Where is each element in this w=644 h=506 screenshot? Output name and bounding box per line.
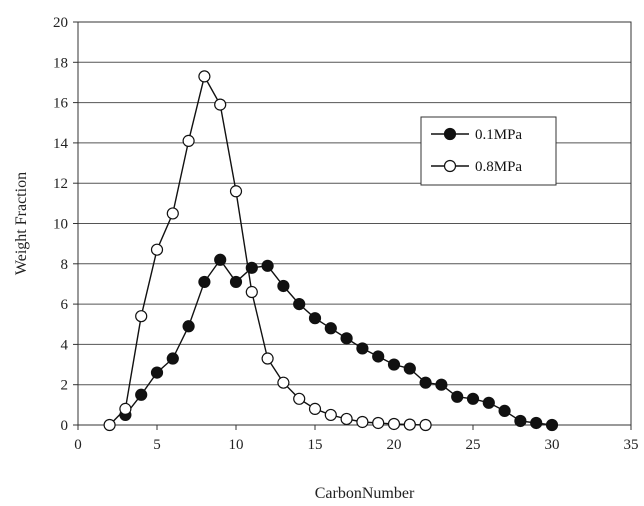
data-point-0-1 — [135, 388, 148, 401]
y-tick-label-3: 6 — [61, 297, 69, 313]
series-0 — [119, 253, 559, 432]
data-point-0-19 — [419, 376, 432, 389]
x-tick-label-7: 35 — [624, 437, 639, 453]
data-point-1-4 — [166, 207, 179, 220]
x-axis-ticks: 0 5 10 15 20 25 30 35 — [74, 425, 639, 453]
legend-marker-0 — [443, 127, 457, 141]
x-tick-label-1: 5 — [153, 437, 161, 453]
data-point-0-4 — [182, 320, 195, 333]
legend-label-1: 0.8MPa — [475, 159, 522, 175]
data-point-0-11 — [293, 298, 306, 311]
x-tick-label-4: 20 — [387, 437, 402, 453]
data-point-0-18 — [403, 362, 416, 375]
data-point-1-9 — [245, 285, 258, 299]
data-point-0-27 — [545, 418, 559, 432]
y-axis-ticks: 0 2 4 6 8 10 12 14 16 18 20 — [53, 15, 78, 434]
data-point-1-6 — [198, 70, 211, 83]
data-point-0-16 — [372, 350, 385, 363]
gridlines — [78, 21, 631, 426]
data-point-0-23 — [482, 396, 495, 409]
y-tick-label-6: 12 — [53, 176, 68, 192]
data-point-1-16 — [356, 415, 369, 429]
data-point-1-7 — [214, 98, 227, 111]
legend-box — [420, 116, 557, 186]
data-point-0-25 — [514, 414, 527, 428]
data-point-0-3 — [166, 352, 179, 365]
y-tick-label-2: 4 — [61, 337, 69, 353]
legend-label-0: 0.1MPa — [475, 127, 522, 143]
y-tick-label-8: 16 — [53, 96, 69, 112]
data-point-0-5 — [198, 275, 211, 289]
y-tick-label-7: 14 — [53, 136, 69, 152]
y-tick-label-4: 8 — [61, 257, 69, 273]
data-point-0-14 — [340, 332, 353, 345]
x-tick-label-3: 15 — [308, 437, 323, 453]
data-point-1-13 — [308, 402, 322, 415]
x-tick-label-0: 0 — [74, 437, 82, 453]
series-1 — [103, 70, 432, 432]
data-point-0-7 — [229, 275, 243, 289]
data-point-0-22 — [466, 392, 480, 405]
data-point-1-0 — [103, 418, 116, 432]
data-point-1-18 — [387, 417, 401, 431]
x-axis-label: CarbonNumber — [315, 485, 415, 502]
data-point-0-21 — [451, 390, 464, 403]
data-point-1-3 — [150, 243, 164, 256]
x-tick-label-6: 30 — [545, 437, 560, 453]
data-point-0-20 — [435, 378, 448, 391]
data-point-0-10 — [277, 279, 290, 293]
y-axis-label: Weight Fraction — [13, 172, 30, 275]
data-point-0-9 — [261, 259, 274, 272]
y-tick-label-0: 0 — [61, 418, 69, 434]
data-point-1-2 — [135, 310, 148, 323]
data-point-0-15 — [356, 342, 369, 355]
data-point-1-5 — [182, 134, 195, 147]
y-tick-label-10: 20 — [53, 15, 68, 31]
data-point-1-15 — [340, 412, 353, 426]
data-point-0-12 — [308, 312, 322, 325]
series-line-0 — [124, 258, 553, 426]
data-point-0-13 — [324, 322, 337, 335]
data-point-1-1 — [119, 402, 132, 415]
series-layer — [103, 70, 559, 432]
y-tick-label-9: 18 — [53, 55, 68, 71]
data-point-0-17 — [387, 358, 401, 371]
data-point-1-20 — [419, 418, 432, 432]
y-tick-label-1: 2 — [61, 378, 69, 394]
data-point-0-2 — [150, 366, 164, 379]
data-point-1-14 — [324, 408, 337, 422]
data-point-1-11 — [277, 376, 290, 389]
data-point-1-10 — [261, 352, 274, 365]
x-tick-label-5: 25 — [466, 437, 481, 453]
data-point-0-6 — [214, 253, 227, 266]
x-tick-label-2: 10 — [229, 437, 244, 453]
legend-marker-1 — [443, 159, 457, 173]
y-tick-label-5: 10 — [53, 217, 68, 233]
data-point-0-24 — [498, 404, 511, 417]
data-point-1-8 — [229, 185, 243, 198]
legend: 0.1MPa 0.8MPa — [420, 116, 557, 186]
data-point-0-26 — [530, 416, 543, 430]
data-point-1-12 — [293, 392, 306, 405]
data-point-1-19 — [403, 418, 416, 431]
data-point-1-17 — [372, 416, 385, 430]
